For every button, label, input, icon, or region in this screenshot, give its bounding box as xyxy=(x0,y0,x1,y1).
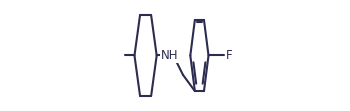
Text: NH: NH xyxy=(161,49,179,62)
Text: F: F xyxy=(225,49,232,62)
